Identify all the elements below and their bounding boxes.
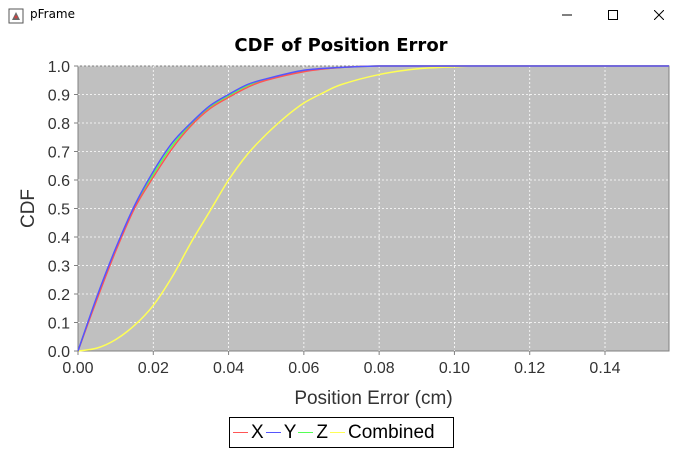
x-axis-label: Position Error (cm) <box>294 388 452 409</box>
close-button[interactable] <box>636 0 682 30</box>
axes: 0.00 0.02 0.04 0.06 0.08 0.10 0.12 0.14 0.0 0.1 0.… <box>48 59 621 377</box>
legend-label: X <box>251 422 264 443</box>
x-tick-label: 0.08 <box>364 360 395 377</box>
legend-label: Combined <box>347 422 435 443</box>
y-tick-label: 0.2 <box>48 287 70 304</box>
maximize-icon <box>608 10 618 20</box>
legend-swatch <box>298 432 314 433</box>
y-tick-label: 0.6 <box>48 173 70 190</box>
y-axis-label: CDF <box>18 189 39 228</box>
close-icon <box>654 10 664 20</box>
window-title: pFrame <box>30 7 76 21</box>
minimize-icon <box>562 14 572 16</box>
x-tick-label: 0.00 <box>62 360 93 377</box>
x-tick-label: 0.04 <box>213 360 244 377</box>
series-lines <box>77 65 669 352</box>
x-tick-label: 0.06 <box>288 360 319 377</box>
minimize-button[interactable] <box>544 0 590 30</box>
legend-label: Y <box>283 422 297 443</box>
series-line-combined <box>77 65 669 352</box>
title-bar: pFrame <box>0 0 682 30</box>
legend-label: Z <box>316 422 328 443</box>
series-line-y <box>77 65 669 352</box>
y-tick-label: 1.0 <box>48 59 70 76</box>
y-tick-label: 0.3 <box>48 259 70 276</box>
grid-lines <box>78 65 669 351</box>
x-tick-label: 0.12 <box>514 360 545 377</box>
cdf-chart: CDF of Position Error 0.00 0.02 0.04 0.06 0.… <box>18 35 670 409</box>
chart-legend: X Y Z Combined <box>229 417 454 448</box>
chart-title: CDF of Position Error <box>234 35 447 56</box>
legend-item-x: X <box>233 423 264 442</box>
y-tick-label: 0.1 <box>48 316 70 333</box>
java-app-icon <box>8 8 24 24</box>
x-tick-label: 0.10 <box>439 360 470 377</box>
y-tick-label: 0.5 <box>48 202 70 219</box>
y-tick-label: 0.8 <box>48 116 70 133</box>
legend-swatch <box>233 432 248 433</box>
maximize-button[interactable] <box>590 0 636 30</box>
legend-item-combined: Combined <box>329 422 435 443</box>
y-tick-label: 0.9 <box>48 88 70 105</box>
x-tick-label: 0.02 <box>138 360 169 377</box>
legend-swatch <box>265 432 281 433</box>
y-tick-label: 0.4 <box>48 230 70 247</box>
legend-item-y: Y <box>265 422 297 443</box>
legend-item-z: Z <box>298 423 328 442</box>
y-tick-label: 0.0 <box>48 344 70 361</box>
legend-swatch <box>329 432 345 433</box>
x-tick-label: 0.14 <box>589 360 620 377</box>
y-tick-label: 0.7 <box>48 145 70 162</box>
